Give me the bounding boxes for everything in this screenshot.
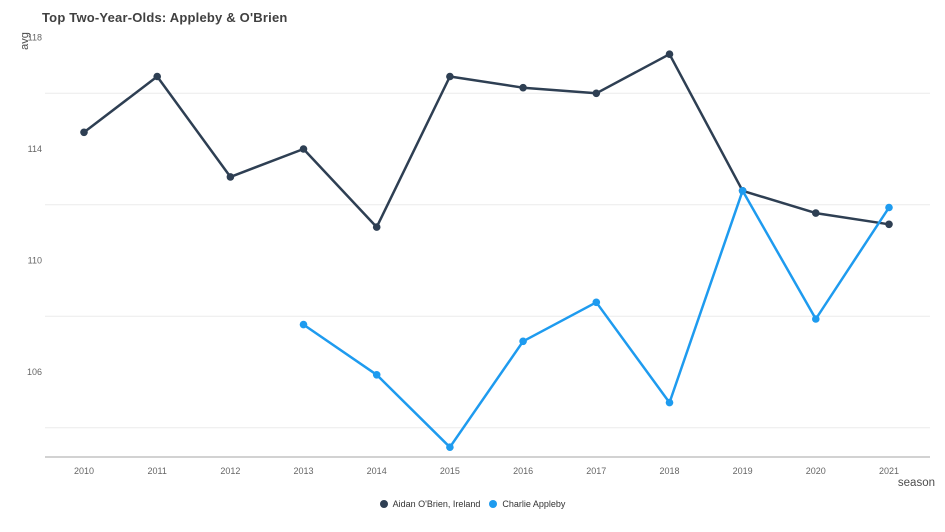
y-tick-label: 110: [28, 256, 42, 266]
legend: Aidan O'Brien, Ireland Charlie Appleby: [0, 499, 945, 509]
legend-item[interactable]: Aidan O'Brien, Ireland: [379, 499, 481, 509]
legend-marker-icon: [489, 500, 498, 508]
chart-title: Top Two-Year-Olds: Appleby & O'Brien: [42, 10, 288, 25]
data-point: [592, 89, 601, 98]
x-tick-label: 2017: [586, 466, 606, 476]
legend-label: Charlie Appleby: [502, 499, 566, 509]
y-tick-label: 106: [27, 367, 42, 377]
data-point: [446, 72, 454, 81]
x-tick-label: 2018: [659, 466, 679, 476]
series-line: [302, 189, 891, 449]
data-point: [226, 173, 235, 181]
x-tick-label: 2015: [440, 466, 460, 476]
data-point: [885, 203, 893, 212]
data-point: [446, 443, 454, 452]
x-tick-label: 2016: [513, 466, 533, 476]
data-point: [812, 209, 820, 217]
data-point: [299, 320, 308, 329]
x-tick-label: 2013: [293, 466, 313, 476]
x-tick-label: 2019: [733, 466, 753, 476]
data-point: [372, 371, 381, 379]
x-tick-label: 2020: [806, 466, 826, 476]
series-line: [82, 52, 891, 229]
y-tick-label: 118: [28, 33, 42, 43]
data-point: [372, 223, 381, 231]
data-point: [738, 187, 747, 195]
x-tick-label: 2012: [220, 466, 240, 476]
x-axis-label: season: [897, 477, 935, 489]
legend-marker-icon: [379, 500, 388, 508]
data-point: [153, 72, 161, 81]
x-tick-label: 2011: [148, 466, 167, 476]
data-point: [80, 128, 88, 137]
data-point: [519, 83, 527, 92]
x-tick-label: 2014: [367, 466, 387, 476]
data-point: [592, 298, 601, 307]
data-point: [299, 145, 308, 153]
legend-item[interactable]: Charlie Appleby: [489, 499, 565, 509]
data-point: [812, 315, 820, 323]
legend-label: Aidan O'Brien, Ireland: [392, 499, 481, 509]
data-point: [885, 220, 893, 229]
data-point: [519, 337, 527, 346]
data-point: [665, 50, 674, 58]
x-tick-label: 2021: [879, 466, 899, 476]
y-tick-label: 114: [28, 144, 42, 154]
data-point: [665, 398, 674, 407]
x-tick-label: 2010: [74, 466, 94, 476]
